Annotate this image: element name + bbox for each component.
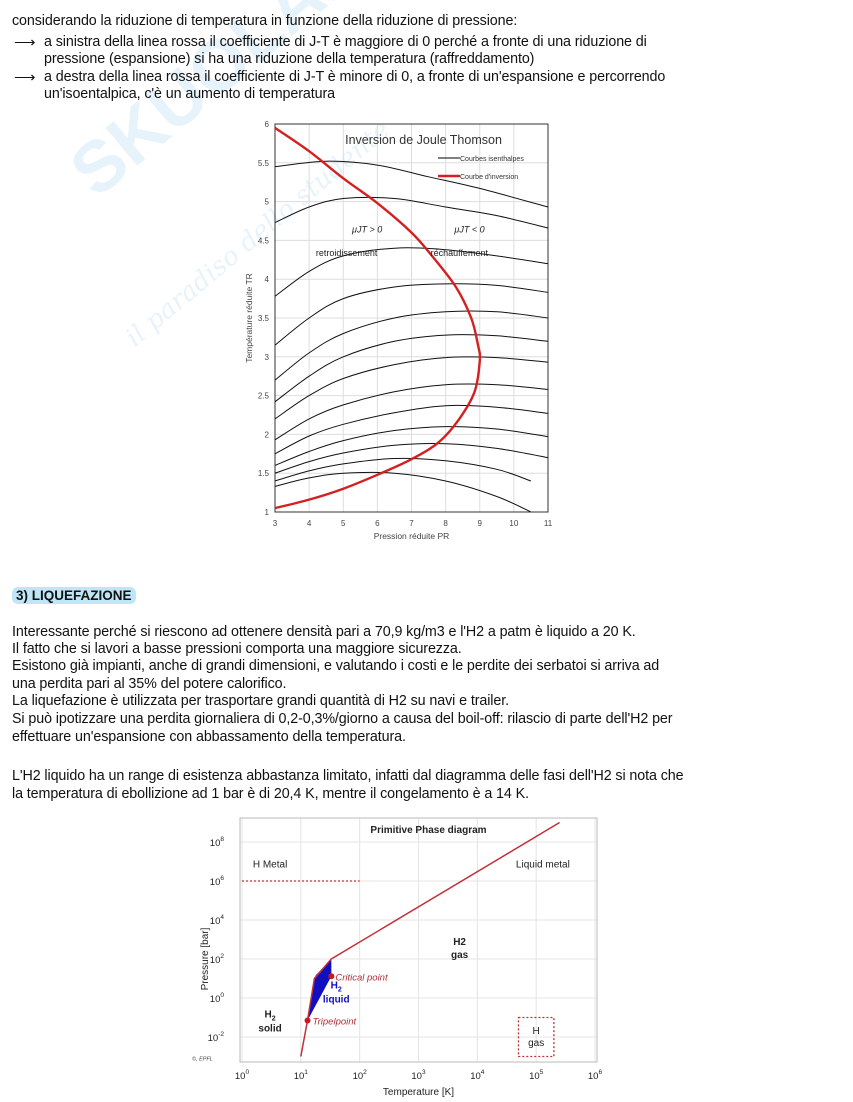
bullet-text: a sinistra della linea rossa il coeffici…	[44, 34, 647, 50]
y-axis-label: Température réduite TR	[244, 273, 254, 363]
y-tick-label: 108	[210, 836, 225, 849]
chart-annotation: μJT > 0	[351, 225, 382, 235]
y-tick-label: 10-2	[208, 1031, 225, 1044]
y-tick-label: 5.5	[258, 159, 270, 168]
x-tick-label: 100	[235, 1069, 250, 1082]
paragraph-line: Il fatto che si lavori a basse pressioni…	[12, 641, 462, 657]
h-gas-box	[517, 1016, 555, 1058]
chart-annotation: réchauffement	[431, 248, 489, 258]
isenthalp-curve	[274, 443, 549, 474]
paragraph-line: La liquefazione è utilizzata per traspor…	[12, 693, 509, 709]
isenthalp-curve	[274, 426, 549, 466]
chart-annotation: retroidissement	[316, 248, 378, 258]
paragraph-line: una perdita pari al 35% del potere calor…	[12, 676, 287, 692]
phase-point	[328, 973, 335, 980]
bullet-text: a destra della linea rossa il coefficien…	[44, 69, 666, 85]
bullet-text: pressione (espansione) si ha una riduzio…	[44, 51, 535, 67]
x-tick-label: 8	[443, 519, 448, 528]
x-axis-label: Pression réduite PR	[374, 531, 450, 541]
y-tick-label: 4	[265, 275, 270, 284]
y-axis-label: Pressure [bar]	[200, 927, 211, 990]
paragraph-line: Interessante perché si riescono ad otten…	[12, 624, 636, 640]
region-label: gas	[528, 1038, 544, 1049]
region-label: solid	[258, 1023, 281, 1034]
isenthalp-curve	[274, 196, 549, 229]
region-label: H2 gas	[450, 937, 469, 962]
y-tick-label: 3	[265, 353, 270, 362]
x-tick-label: 11	[544, 519, 553, 528]
point-label: Tripelpoint	[313, 1017, 357, 1028]
isenthalp-curve	[274, 356, 549, 420]
plot-frame	[239, 817, 598, 1063]
x-tick-label: 3	[273, 519, 278, 528]
phase-diagram-chart: 100 101 102 103 104 105 106 10-2 100 102 104 106 108…	[192, 817, 603, 1098]
y-tick-label: 104	[210, 914, 225, 927]
isenthalp-curve	[274, 247, 549, 297]
x-tick-label: 104	[470, 1069, 485, 1082]
paragraph-line: la temperatura di ebollizione ad 1 bar è…	[12, 786, 529, 802]
region-label: H	[533, 1026, 540, 1037]
region-label: H Metal	[253, 859, 287, 870]
region-label: H2	[331, 981, 342, 994]
liquid-region	[307, 959, 332, 1021]
y-tick-label: 1	[265, 508, 270, 517]
y-tick-label: 106	[210, 875, 225, 888]
isenthalp-curve	[274, 283, 549, 346]
credit-label: ©, EPFL	[192, 1056, 213, 1063]
region-label: Liquid metal	[516, 859, 570, 870]
y-tick-label: 6	[265, 120, 270, 129]
legend-label: Courbes isenthalpes	[460, 156, 524, 163]
y-tick-label: 5	[265, 198, 270, 207]
y-tick-label: 2	[265, 430, 270, 439]
x-tick-label: 7	[409, 519, 414, 528]
isenthalp-curve	[274, 334, 549, 403]
region-label: liquid	[323, 995, 350, 1006]
paragraph-line: Si può ipotizzare una perdita giornalier…	[12, 711, 673, 727]
joule-thomson-chart: 3 4 5 6 7 8 9 10 1111.522.533.544.555.56Inversio…	[244, 120, 553, 541]
section-heading: 3) LIQUEFAZIONE	[12, 587, 136, 604]
isenthalp-curve	[274, 383, 549, 441]
isenthalp-curve	[274, 404, 549, 455]
x-axis-label: Temperature [K]	[383, 1087, 454, 1098]
isenthalp-curve	[274, 310, 549, 381]
phase-point	[304, 1017, 311, 1024]
chart-title: Primitive Phase diagram	[370, 825, 486, 836]
y-tick-label: 4.5	[258, 236, 270, 245]
y-tick-label: 1.5	[258, 469, 270, 478]
x-tick-label: 106	[588, 1069, 603, 1082]
intro-line: considerando la riduzione di temperatura…	[12, 13, 518, 29]
isenthalp-curve	[274, 457, 532, 482]
y-tick-label: 102	[210, 953, 225, 966]
bullet-text: un'isoentalpica, c'è un aumento di tempe…	[44, 86, 335, 102]
y-tick-label: 100	[210, 992, 225, 1005]
legend-label: Courbe d'inversion	[460, 174, 518, 181]
isenthalp-curve	[274, 471, 532, 513]
paragraph-line: effettuare un'espansione con abbassament…	[12, 729, 406, 745]
x-tick-label: 10	[509, 519, 518, 528]
y-tick-label: 3.5	[258, 314, 270, 323]
x-tick-label: 6	[375, 519, 380, 528]
y-tick-label: 2.5	[258, 392, 270, 401]
x-tick-label: 103	[411, 1069, 426, 1082]
paragraph-line: L'H2 liquido ha un range di esistenza ab…	[12, 768, 684, 784]
inversion-curve	[274, 126, 482, 510]
phase-boundary-line	[300, 821, 560, 1057]
chart-annotation: μJT < 0	[453, 225, 484, 235]
region-label: H2	[265, 1009, 276, 1022]
x-tick-label: 101	[294, 1069, 309, 1082]
arrow-icon: ⟶	[14, 34, 36, 51]
x-tick-label: 5	[341, 519, 346, 528]
paragraph-line: Esistono già impianti, anche di grandi d…	[12, 658, 660, 674]
x-tick-label: 9	[478, 519, 483, 528]
x-tick-label: 4	[307, 519, 312, 528]
x-tick-label: 102	[353, 1069, 368, 1082]
point-label: Critical point	[335, 972, 388, 983]
chart-title: Inversion de Joule Thomson	[345, 133, 502, 147]
arrow-icon: ⟶	[14, 69, 36, 86]
x-tick-label: 105	[529, 1069, 544, 1082]
